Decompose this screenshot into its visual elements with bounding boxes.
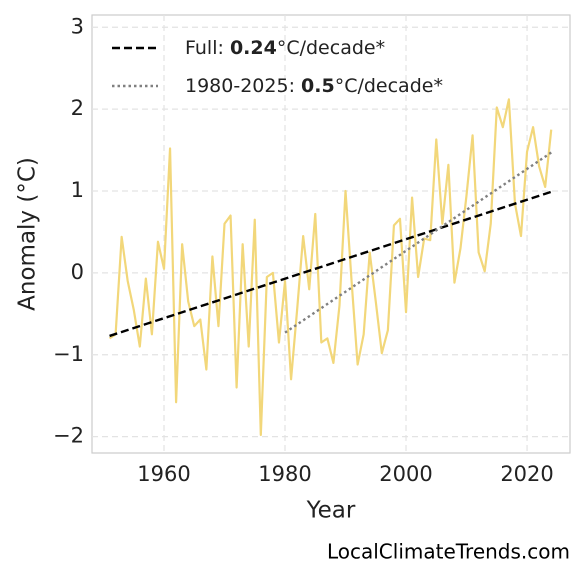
legend-text: Full: [185, 37, 230, 59]
y-tick-label: 1 [71, 178, 84, 202]
trend-line [109, 190, 552, 338]
y-tick-label: −2 [53, 424, 84, 448]
x-tick-label: 1960 [137, 462, 190, 486]
legend-label: 1980-2025: 0.5°C/decade* [185, 75, 443, 97]
trend-line [284, 151, 552, 334]
y-tick-label: −1 [53, 342, 84, 366]
source: LocalClimateTrends.com [327, 540, 570, 564]
plot-frame [91, 14, 571, 454]
y-axis-label: Anomaly (°C) [15, 157, 41, 311]
legend-label: Full: 0.24°C/decade* [185, 37, 385, 59]
legend-text: 0.24 [230, 37, 277, 59]
legend-text: °C/decade* [277, 37, 385, 59]
x-axis-label: Year [306, 498, 356, 524]
x-tick-label: 2000 [379, 462, 432, 486]
x-tick-label: 1980 [258, 462, 311, 486]
y-tick-label: 0 [71, 260, 84, 284]
legend-text: 0.5 [301, 75, 335, 97]
x-tick-label: 2020 [500, 462, 553, 486]
legend-text: 1980-2025: [185, 75, 301, 97]
data-line [108, 98, 553, 437]
legend-text: °C/decade* [335, 75, 443, 97]
y-tick-label: 2 [71, 96, 84, 120]
y-tick-label: 3 [71, 14, 84, 38]
